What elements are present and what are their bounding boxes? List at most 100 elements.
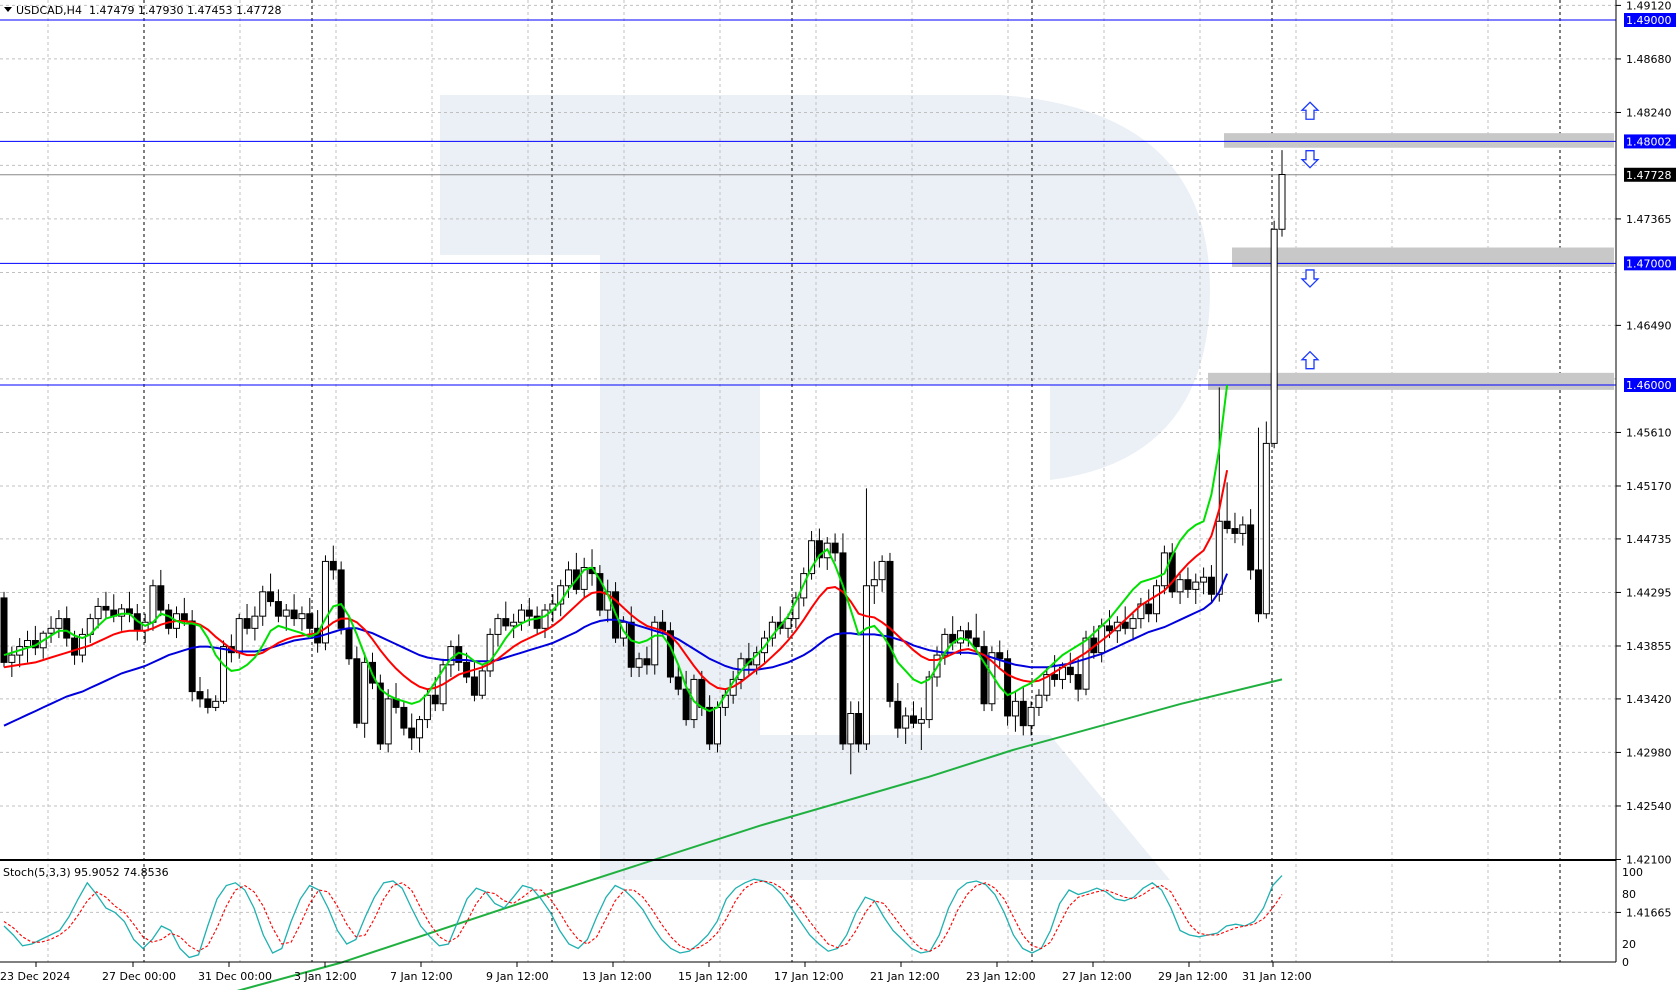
ma-slow-line [3,573,1229,727]
level-tag-label: 1.49000 [1626,14,1672,27]
candle-body [768,621,776,639]
price-tick-label: 1.42980 [1626,746,1672,759]
candle-body [282,609,290,617]
watermark-logo [440,95,1210,880]
candle-body [651,621,659,666]
arrow-down-icon [1300,269,1320,288]
candle-body [964,630,972,639]
candle-body [1153,585,1161,615]
ma-mid-line [3,470,1229,691]
ma-long-path [218,678,1283,995]
candle-body [463,661,471,678]
candle-body [165,609,173,629]
candle-body [909,715,917,724]
stoch-main-line [3,875,1283,959]
price-tick-label: 1.48680 [1626,53,1672,66]
candle-body [635,658,643,668]
ma-fast-line [3,384,1229,713]
price-tick-label: 1.44295 [1626,586,1672,599]
candle-body [510,621,518,627]
candle-body [855,713,863,745]
candle-body [423,694,431,721]
time-tick-label: 27 Dec 00:00 [102,970,176,983]
candle-body [831,542,839,554]
candle-body [431,694,439,705]
candle-body [1239,524,1247,534]
candle-body [55,618,63,629]
candle-body [486,633,494,672]
candle-body [353,658,361,724]
candle-body [220,646,228,702]
price-tick-label: 1.41665 [1626,906,1672,919]
candle-body [1215,520,1223,595]
candle-body [1200,576,1208,583]
candle-body [1176,579,1184,593]
candle-body [408,727,416,739]
candle-body [78,633,86,656]
candle-body [251,615,259,629]
stoch-label: Stoch(5,3,3) 95.9052 74.8536 [3,866,169,879]
candle-body [1160,552,1168,587]
candle-body [706,706,714,745]
stoch-signal-line [3,880,1283,952]
candle-body [47,627,55,634]
candle-body [925,676,933,721]
price-tick-label: 1.48240 [1626,106,1672,119]
candle-body [972,637,980,648]
time-tick-label: 9 Jan 12:00 [486,970,549,983]
candle-body [94,605,102,620]
candle-body [274,601,282,617]
candle-body [1270,228,1278,444]
candle-body [1223,520,1231,530]
candle-body [565,569,573,587]
level-tag [1624,13,1676,27]
level-tag-label: 1.46000 [1626,379,1672,392]
candle-body [1035,694,1043,708]
candle-body [376,682,384,745]
candle-body [1231,528,1239,534]
candle-body [996,652,1004,660]
candle-body [1004,658,1012,717]
candle-body [1027,706,1035,727]
candle-body [1082,637,1090,690]
level-tag [1624,378,1676,392]
stoch-level-label: 0 [1622,956,1629,969]
price-zone [1232,247,1614,267]
candle-body [862,585,870,745]
stoch-level-label: 100 [1622,866,1643,879]
candle-body [1051,674,1059,680]
time-tick-label: 13 Jan 12:00 [582,970,652,983]
candle-body [894,700,902,729]
candle-body [1106,625,1114,632]
candle-body [541,609,549,629]
candle-body [204,698,212,708]
time-tick-label: 27 Jan 12:00 [1062,970,1132,983]
candle-body [118,608,126,617]
candle-body [1168,552,1176,593]
level-tag [1624,134,1676,149]
candle-body [980,646,988,705]
symbol-menu-triangle-icon[interactable] [4,7,12,12]
candle-body [870,579,878,587]
candle-body [1207,576,1215,595]
ma-long-line [218,678,1283,995]
candle-body [188,620,196,693]
candle-body [643,658,651,666]
ohlc-label: 1.47479 1.47930 1.47453 1.47728 [89,4,281,17]
candle-body [698,678,706,708]
candle-body [878,560,886,581]
time-tick-label: 31 Dec 00:00 [198,970,272,983]
candle-body [259,591,267,617]
candle-body [815,540,823,559]
candle-body [1145,603,1153,615]
candle-body [235,618,243,654]
candle-body [196,691,204,700]
candle-body [243,618,251,629]
candle-body [941,633,949,656]
candle-body [1043,674,1051,696]
horizontal-levels[interactable]: 1.49000 1.48002 1.47000 1.46000 1.47728 [0,13,1676,392]
candle-body [1254,569,1262,615]
candle-body [1247,524,1255,571]
